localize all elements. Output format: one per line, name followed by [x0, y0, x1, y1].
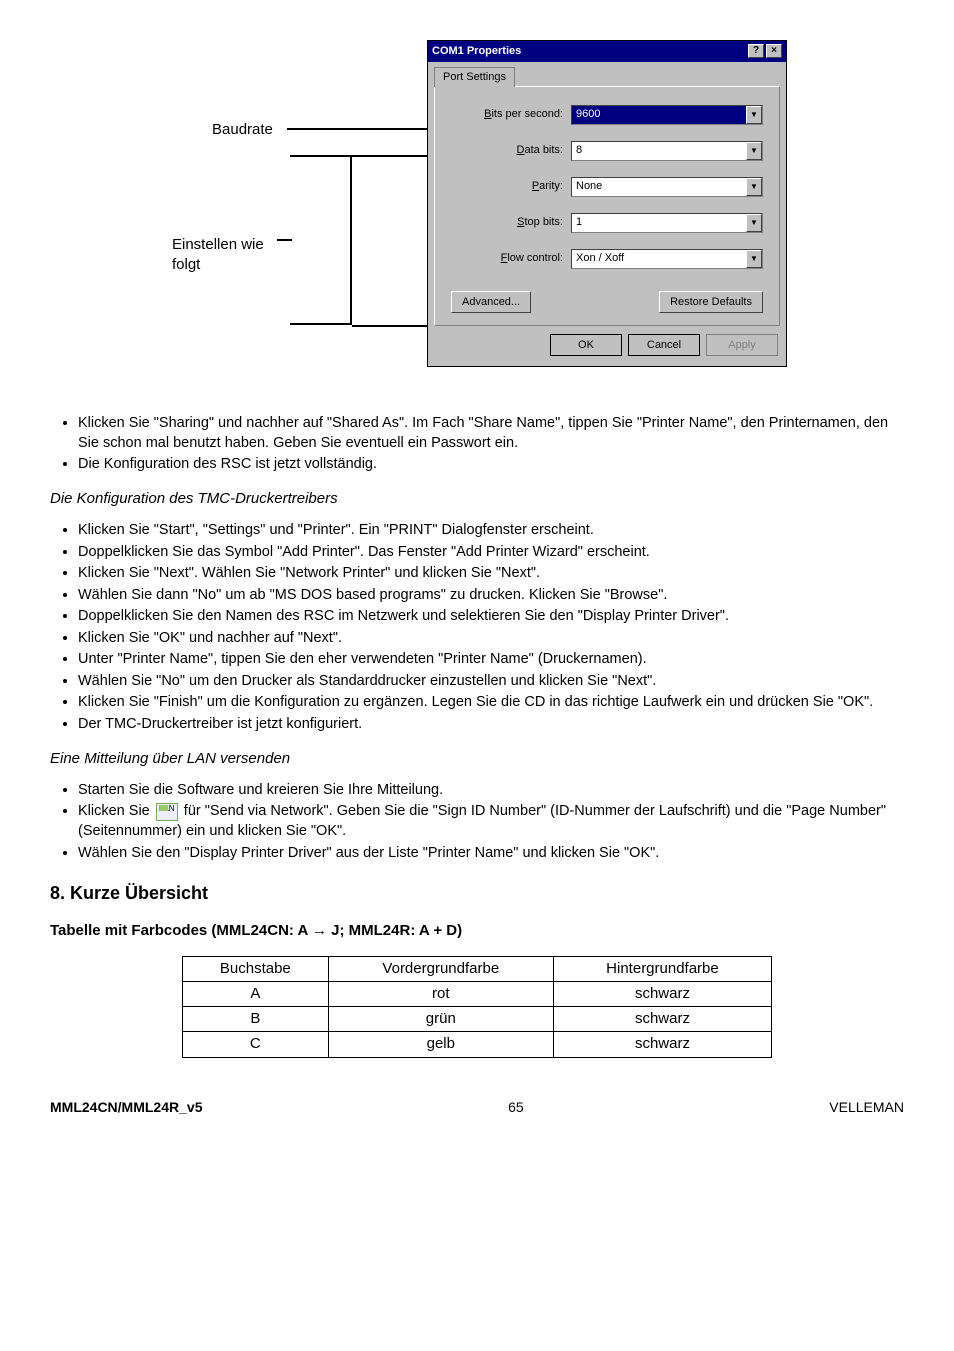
td: schwarz — [553, 981, 771, 1006]
row-flow-control: Flow control: Xon / Xoff ▼ — [451, 249, 763, 269]
combo-stopbits-value: 1 — [576, 215, 582, 230]
table-row: C gelb schwarz — [183, 1032, 772, 1057]
table-title: Tabelle mit Farbcodes (MML24CN: A → J; M… — [50, 921, 904, 941]
color-code-table: Buchstabe Vordergrundfarbe Hintergrundfa… — [182, 956, 772, 1058]
cancel-button[interactable]: Cancel — [628, 334, 700, 356]
label-parity: Parity: — [451, 179, 571, 194]
subheading-lan-send: Eine Mitteilung über LAN versenden — [50, 749, 904, 769]
restore-defaults-button[interactable]: Restore Defaults — [659, 291, 763, 313]
table-header-row: Buchstabe Vordergrundfarbe Hintergrundfa… — [183, 956, 772, 981]
td: schwarz — [553, 1007, 771, 1032]
com1-properties-dialog: COM1 Properties ? × Port Settings Bits p… — [427, 40, 787, 367]
combo-parity-dropdown-icon: ▼ — [746, 178, 762, 196]
table-row: B grün schwarz — [183, 1007, 772, 1032]
list-item: Wählen Sie den "Display Printer Driver" … — [78, 844, 904, 864]
text-part: Klicken Sie — [78, 803, 154, 819]
label-flow: Flow control: — [451, 251, 571, 266]
apply-button[interactable]: Apply — [706, 334, 778, 356]
bullet-list-3: Starten Sie die Software und kreieren Si… — [50, 781, 904, 863]
list-item: Doppelklicken Sie das Symbol "Add Printe… — [78, 543, 904, 563]
list-item: Klicken Sie LAN für "Send via Network". … — [78, 802, 904, 841]
td: gelb — [328, 1032, 553, 1057]
footer-right: VELLEMAN — [829, 1098, 904, 1117]
bracket-mid — [277, 239, 292, 241]
label-bps: Bits per second: — [451, 107, 571, 122]
dialog-title: COM1 Properties — [432, 44, 521, 59]
combo-databits[interactable]: 8 ▼ — [571, 141, 763, 161]
row-bits-per-second: Bits per second: 9600 ▼ — [451, 105, 763, 125]
list-item: Wählen Sie dann "No" um ab "MS DOS based… — [78, 586, 904, 606]
combo-flow-value: Xon / Xoff — [576, 251, 624, 266]
label-baudrate: Baudrate — [212, 120, 273, 140]
list-item: Klicken Sie "OK" und nachher auf "Next". — [78, 629, 904, 649]
combo-stopbits-dropdown-icon: ▼ — [746, 214, 762, 232]
help-button[interactable]: ? — [748, 44, 764, 58]
bullet-list-1: Klicken Sie "Sharing" und nachher auf "S… — [50, 414, 904, 475]
label-einstellen: Einstellen wiefolgt — [172, 235, 264, 274]
list-item: Starten Sie die Software und kreieren Si… — [78, 781, 904, 801]
td: schwarz — [553, 1032, 771, 1057]
td: rot — [328, 981, 553, 1006]
ok-button[interactable]: OK — [550, 334, 622, 356]
page-footer: MML24CN/MML24R_v5 65 VELLEMAN — [50, 1098, 904, 1117]
dialog-titlebar-buttons: ? × — [748, 44, 782, 58]
combo-bps-dropdown-icon: ▼ — [746, 106, 762, 124]
subheading-tmc-config: Die Konfiguration des TMC-Druckertreiber… — [50, 489, 904, 509]
dialog-panel: Bits per second: 9600 ▼ Data bits: 8 ▼ P… — [434, 86, 780, 326]
combo-parity-value: None — [576, 179, 602, 194]
list-item: Doppelklicken Sie den Namen des RSC im N… — [78, 607, 904, 627]
footer-left: MML24CN/MML24R_v5 — [50, 1098, 202, 1117]
combo-bps[interactable]: 9600 ▼ — [571, 105, 763, 125]
section-8-heading: 8. Kurze Übersicht — [50, 881, 904, 905]
combo-parity[interactable]: None ▼ — [571, 177, 763, 197]
close-button[interactable]: × — [766, 44, 782, 58]
lan-icon: LAN — [156, 803, 178, 821]
td: B — [183, 1007, 329, 1032]
combo-databits-value: 8 — [576, 143, 582, 158]
combo-bps-value: 9600 — [576, 107, 600, 122]
tab-port-settings[interactable]: Port Settings — [434, 67, 515, 87]
row-stop-bits: Stop bits: 1 ▼ — [451, 213, 763, 233]
com1-properties-diagram: Baudrate Einstellen wiefolgt COM1 Proper… — [157, 40, 797, 400]
th-hintergrund: Hintergrundfarbe — [553, 956, 771, 981]
advanced-button[interactable]: Advanced... — [451, 291, 531, 313]
row-parity: Parity: None ▼ — [451, 177, 763, 197]
dialog-body: Port Settings Bits per second: 9600 ▼ Da… — [428, 62, 786, 366]
combo-stopbits[interactable]: 1 ▼ — [571, 213, 763, 233]
td: C — [183, 1032, 329, 1057]
row-data-bits: Data bits: 8 ▼ — [451, 141, 763, 161]
td: A — [183, 981, 329, 1006]
list-item: Klicken Sie "Start", "Settings" und "Pri… — [78, 521, 904, 541]
list-item: Klicken Sie "Sharing" und nachher auf "S… — [78, 414, 904, 453]
list-item: Der TMC-Druckertreiber ist jetzt konfigu… — [78, 715, 904, 735]
td: grün — [328, 1007, 553, 1032]
table-row: A rot schwarz — [183, 981, 772, 1006]
combo-flow[interactable]: Xon / Xoff ▼ — [571, 249, 763, 269]
th-buchstabe: Buchstabe — [183, 956, 329, 981]
panel-button-row: Advanced... Restore Defaults — [451, 285, 763, 313]
list-item: Klicken Sie "Finish" um die Konfiguratio… — [78, 693, 904, 713]
dialog-bottom-buttons: OK Cancel Apply — [434, 326, 780, 358]
label-databits: Data bits: — [451, 143, 571, 158]
bullet-list-2: Klicken Sie "Start", "Settings" und "Pri… — [50, 521, 904, 735]
th-vordergrund: Vordergrundfarbe — [328, 956, 553, 981]
label-stopbits: Stop bits: — [451, 215, 571, 230]
list-item: Unter "Printer Name", tippen Sie den ehe… — [78, 650, 904, 670]
list-item: Klicken Sie "Next". Wählen Sie "Network … — [78, 564, 904, 584]
bracket-settings — [292, 155, 352, 325]
footer-page-number: 65 — [508, 1098, 524, 1117]
text-part: für "Send via Network". Geben Sie die "S… — [78, 803, 886, 839]
list-item: Die Konfiguration des RSC ist jetzt voll… — [78, 455, 904, 475]
list-item: Wählen Sie "No" um den Drucker als Stand… — [78, 672, 904, 692]
dialog-titlebar: COM1 Properties ? × — [428, 41, 786, 62]
combo-flow-dropdown-icon: ▼ — [746, 250, 762, 268]
combo-databits-dropdown-icon: ▼ — [746, 142, 762, 160]
